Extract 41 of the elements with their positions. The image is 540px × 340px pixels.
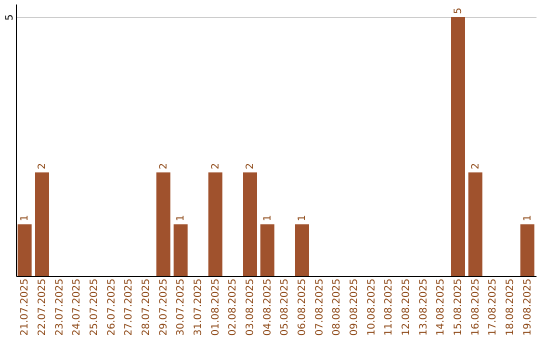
x-tick-label: 23.07.2025: [54, 278, 66, 336]
data-label: 2: [37, 163, 48, 170]
data-label: 5: [453, 8, 464, 14]
data-label: 2: [210, 163, 222, 170]
x-tick-label: 28.07.2025: [141, 278, 152, 336]
data-label: 1: [297, 214, 308, 222]
data-label: 2: [470, 163, 482, 170]
x-tick-label: 02.08.2025: [228, 278, 239, 336]
x-tick-label: 31.07.2025: [193, 278, 204, 336]
x-tick-label: 07.08.2025: [314, 278, 326, 336]
x-tick-label: 12.08.2025: [401, 278, 412, 336]
x-tick-label: 01.08.2025: [210, 278, 222, 336]
x-tick-label: 11.08.2025: [384, 278, 395, 336]
x-tick-label: 10.08.2025: [366, 278, 378, 336]
x-tick-label: 05.08.2025: [280, 278, 291, 336]
x-tick-label: 16.08.2025: [470, 278, 482, 336]
x-tick-label: 15.08.2025: [453, 278, 464, 336]
data-label: 1: [522, 214, 534, 222]
data-label: 1: [262, 214, 274, 222]
x-tick-label: 30.07.2025: [176, 278, 187, 336]
data-label: 2: [245, 163, 256, 170]
x-tick-label: 27.07.2025: [124, 278, 135, 336]
x-tick-label: 14.08.2025: [436, 278, 447, 336]
data-label: 1: [20, 214, 31, 222]
x-tick-label: 19.08.2025: [522, 278, 534, 336]
x-tick-label: 06.08.2025: [297, 278, 308, 336]
x-tick-label: 21.07.2025: [20, 278, 31, 336]
data-label: 2: [158, 163, 170, 170]
x-tick-label: 22.07.2025: [37, 278, 48, 336]
x-tick-label: 25.07.2025: [89, 278, 100, 336]
x-tick-label: 18.08.2025: [505, 278, 516, 336]
data-label: 1: [176, 214, 187, 222]
x-tick-label: 04.08.2025: [262, 278, 274, 336]
x-tick-label: 03.08.2025: [245, 278, 256, 336]
x-tick-label: 24.07.2025: [72, 278, 83, 336]
x-tick-label: 29.07.2025: [158, 278, 170, 336]
x-tick-label: 13.08.2025: [418, 278, 430, 336]
x-tick-label: 09.08.2025: [349, 278, 360, 336]
x-tick-label: 17.08.2025: [488, 278, 499, 336]
x-tick-label: 26.07.2025: [106, 278, 118, 336]
x-tick-label: 08.08.2025: [332, 278, 343, 336]
